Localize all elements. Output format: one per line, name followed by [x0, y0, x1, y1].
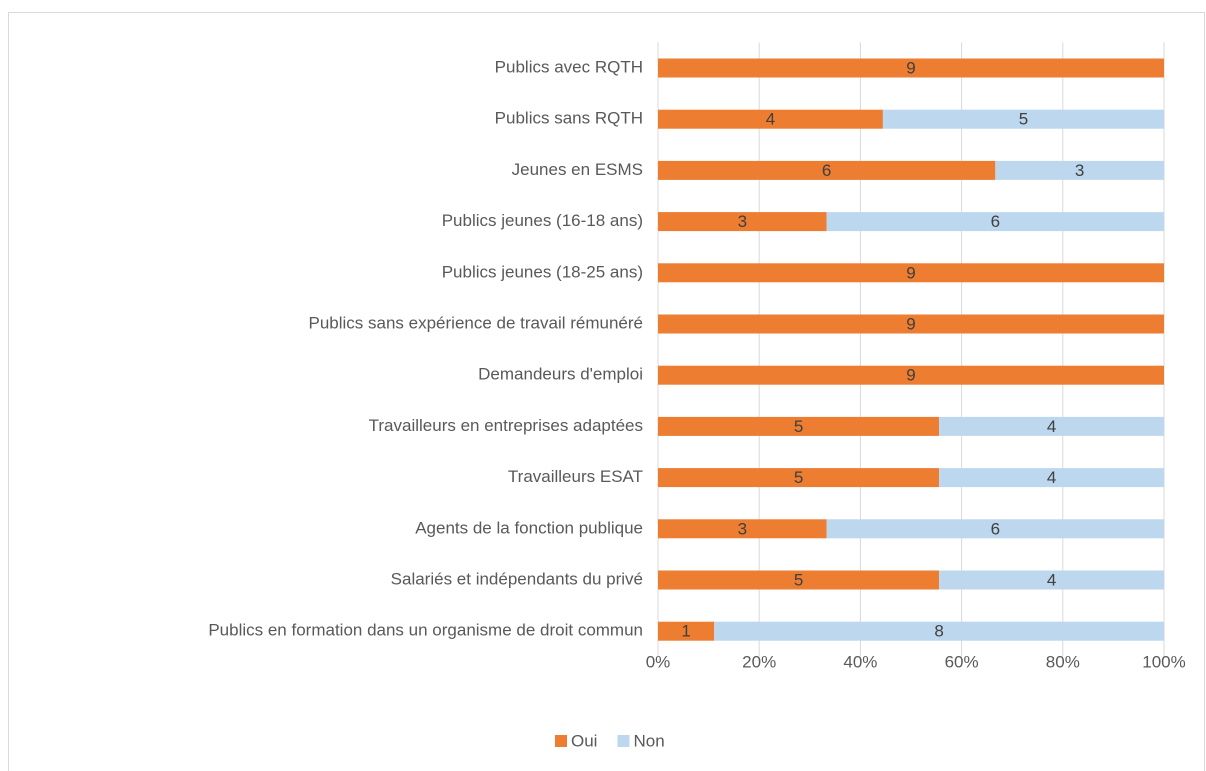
legend-label: Non [633, 731, 664, 750]
data-label: 6 [991, 519, 1000, 538]
bar-segment [658, 570, 940, 590]
data-label: 9 [906, 263, 915, 282]
y-tick-label: Publics sans expérience de travail rémun… [308, 313, 643, 332]
bar-segment [658, 58, 1164, 78]
bar-segment [995, 160, 1164, 180]
bar-segment [714, 621, 1164, 641]
data-label: 4 [1047, 417, 1056, 436]
x-tick-label: 20% [742, 652, 776, 671]
bar-segment [658, 365, 1164, 385]
x-tick-label: 60% [945, 652, 979, 671]
bar-segment [939, 416, 1164, 436]
y-tick-label: Publics sans RQTH [495, 109, 643, 128]
data-label: 9 [906, 366, 915, 385]
bar-segment [882, 109, 1164, 129]
data-label: 9 [906, 314, 915, 333]
y-tick-label: Salariés et indépendants du privé [391, 569, 643, 588]
bar-segment [658, 263, 1164, 283]
bar-segment [658, 160, 996, 180]
legend-swatch [617, 735, 630, 747]
bar-segment [826, 212, 1164, 232]
y-tick-label: Travailleurs en entreprises adaptées [369, 416, 643, 435]
y-tick-label: Publics jeunes (18-25 ans) [442, 262, 643, 281]
data-label: 9 [906, 58, 915, 77]
data-label: 3 [738, 519, 747, 538]
data-label: 6 [822, 161, 831, 180]
data-label: 5 [794, 417, 803, 436]
y-tick-label: Travailleurs ESAT [508, 467, 643, 486]
y-tick-label: Demandeurs d'emploi [478, 365, 643, 384]
data-label: 5 [1019, 110, 1028, 129]
x-tick-label: 0% [646, 652, 671, 671]
bar-segment [658, 468, 940, 488]
bar-segment [658, 109, 883, 129]
bar-segment [939, 468, 1164, 488]
y-tick-label: Publics avec RQTH [495, 57, 643, 76]
data-label: 4 [1047, 570, 1056, 589]
bar-segment [658, 212, 827, 232]
y-tick-label: Publics en formation dans un organisme d… [208, 621, 643, 640]
data-label: 4 [766, 110, 775, 129]
data-label: 3 [1075, 161, 1084, 180]
data-label: 3 [738, 212, 747, 231]
bar-segment [658, 416, 940, 436]
x-tick-label: 80% [1046, 652, 1080, 671]
data-label: 8 [934, 622, 943, 641]
bar-segment [658, 314, 1164, 334]
bar-segment [658, 621, 715, 641]
data-label: 1 [681, 622, 690, 641]
x-tick-label: 40% [843, 652, 877, 671]
bar-segment [826, 519, 1164, 539]
y-tick-label: Jeunes en ESMS [512, 160, 643, 179]
bar-segment [939, 570, 1164, 590]
legend-label: Oui [571, 731, 597, 750]
data-label: 4 [1047, 468, 1056, 487]
data-label: 5 [794, 468, 803, 487]
chart-border [8, 12, 1205, 771]
legend-swatch [555, 735, 567, 747]
data-label: 5 [794, 570, 803, 589]
bar-segment [658, 519, 827, 539]
x-tick-label: 100% [1142, 652, 1185, 671]
y-tick-label: Publics jeunes (16-18 ans) [442, 211, 643, 230]
y-tick-label: Agents de la fonction publique [415, 518, 643, 537]
data-label: 6 [991, 212, 1000, 231]
